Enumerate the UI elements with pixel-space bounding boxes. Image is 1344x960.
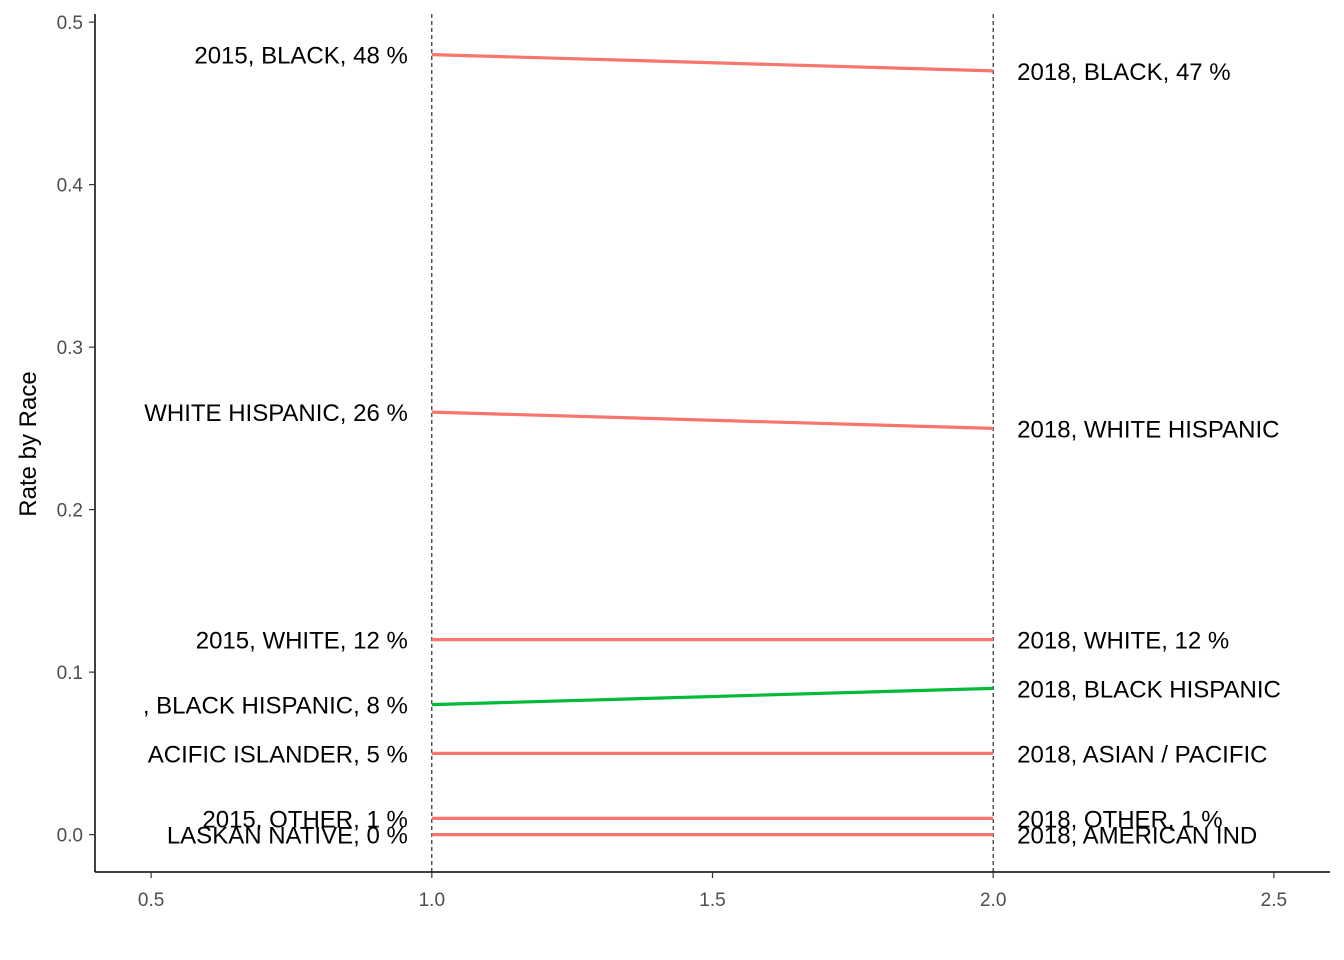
label-2018-2: 2018, WHITE, 12 % — [1017, 628, 1229, 655]
series-line-0 — [431, 53, 994, 73]
y-axis-title: Rate by Race — [15, 371, 42, 516]
x-tick-label: 0.5 — [138, 890, 164, 911]
y-tick-label: 0.5 — [57, 13, 83, 34]
reference-lines — [431, 14, 994, 872]
x-tick-label: 2.0 — [980, 890, 1006, 911]
label-2015-2: 2015, WHITE, 12 % — [196, 628, 408, 655]
label-2015-5: 2015, OTHER, 1 % — [202, 806, 407, 833]
label-2015-6: LASKAN NATIVE, 0 % — [167, 823, 408, 850]
series-lines — [431, 53, 994, 837]
y-tick-label: 0.3 — [57, 338, 83, 359]
label-2018-0: 2018, BLACK, 47 % — [1017, 59, 1230, 86]
y-tick-label: 0.0 — [57, 826, 83, 847]
label-2018-5: 2018, OTHER, 1 % — [1017, 806, 1222, 833]
label-2015-0: 2015, BLACK, 48 % — [194, 43, 407, 70]
y-tick-label: 0.1 — [57, 663, 83, 684]
label-2018-6: 2018, AMERICAN IND — [1017, 823, 1257, 850]
x-tick-label: 1.5 — [699, 890, 725, 911]
label-2015-4: ACIFIC ISLANDER, 5 % — [148, 741, 408, 768]
axes: 0.0 0.1 0.2 0.3 0.4 0.5 0.5 1.0 1.5 2.0 2.5 — [57, 13, 1330, 911]
point-labels: 2015, BLACK, 48 % 2018, BLACK, 47 % WHITE … — [143, 43, 1281, 850]
label-2018-3: 2018, BLACK HISPANIC — [1017, 676, 1281, 703]
label-2018-1: 2018, WHITE HISPANIC — [1017, 416, 1279, 443]
series-line-1 — [431, 410, 994, 430]
y-tick-label: 0.4 — [57, 176, 84, 197]
series-line-3 — [431, 686, 994, 707]
y-tick-label: 0.2 — [57, 501, 83, 522]
label-2018-4: 2018, ASIAN / PACIFIC — [1017, 741, 1267, 768]
label-2015-3: , BLACK HISPANIC, 8 % — [143, 693, 408, 720]
x-tick-label: 2.5 — [1261, 890, 1287, 911]
label-2015-1: WHITE HISPANIC, 26 % — [144, 400, 408, 427]
x-tick-label: 1.0 — [419, 890, 445, 911]
